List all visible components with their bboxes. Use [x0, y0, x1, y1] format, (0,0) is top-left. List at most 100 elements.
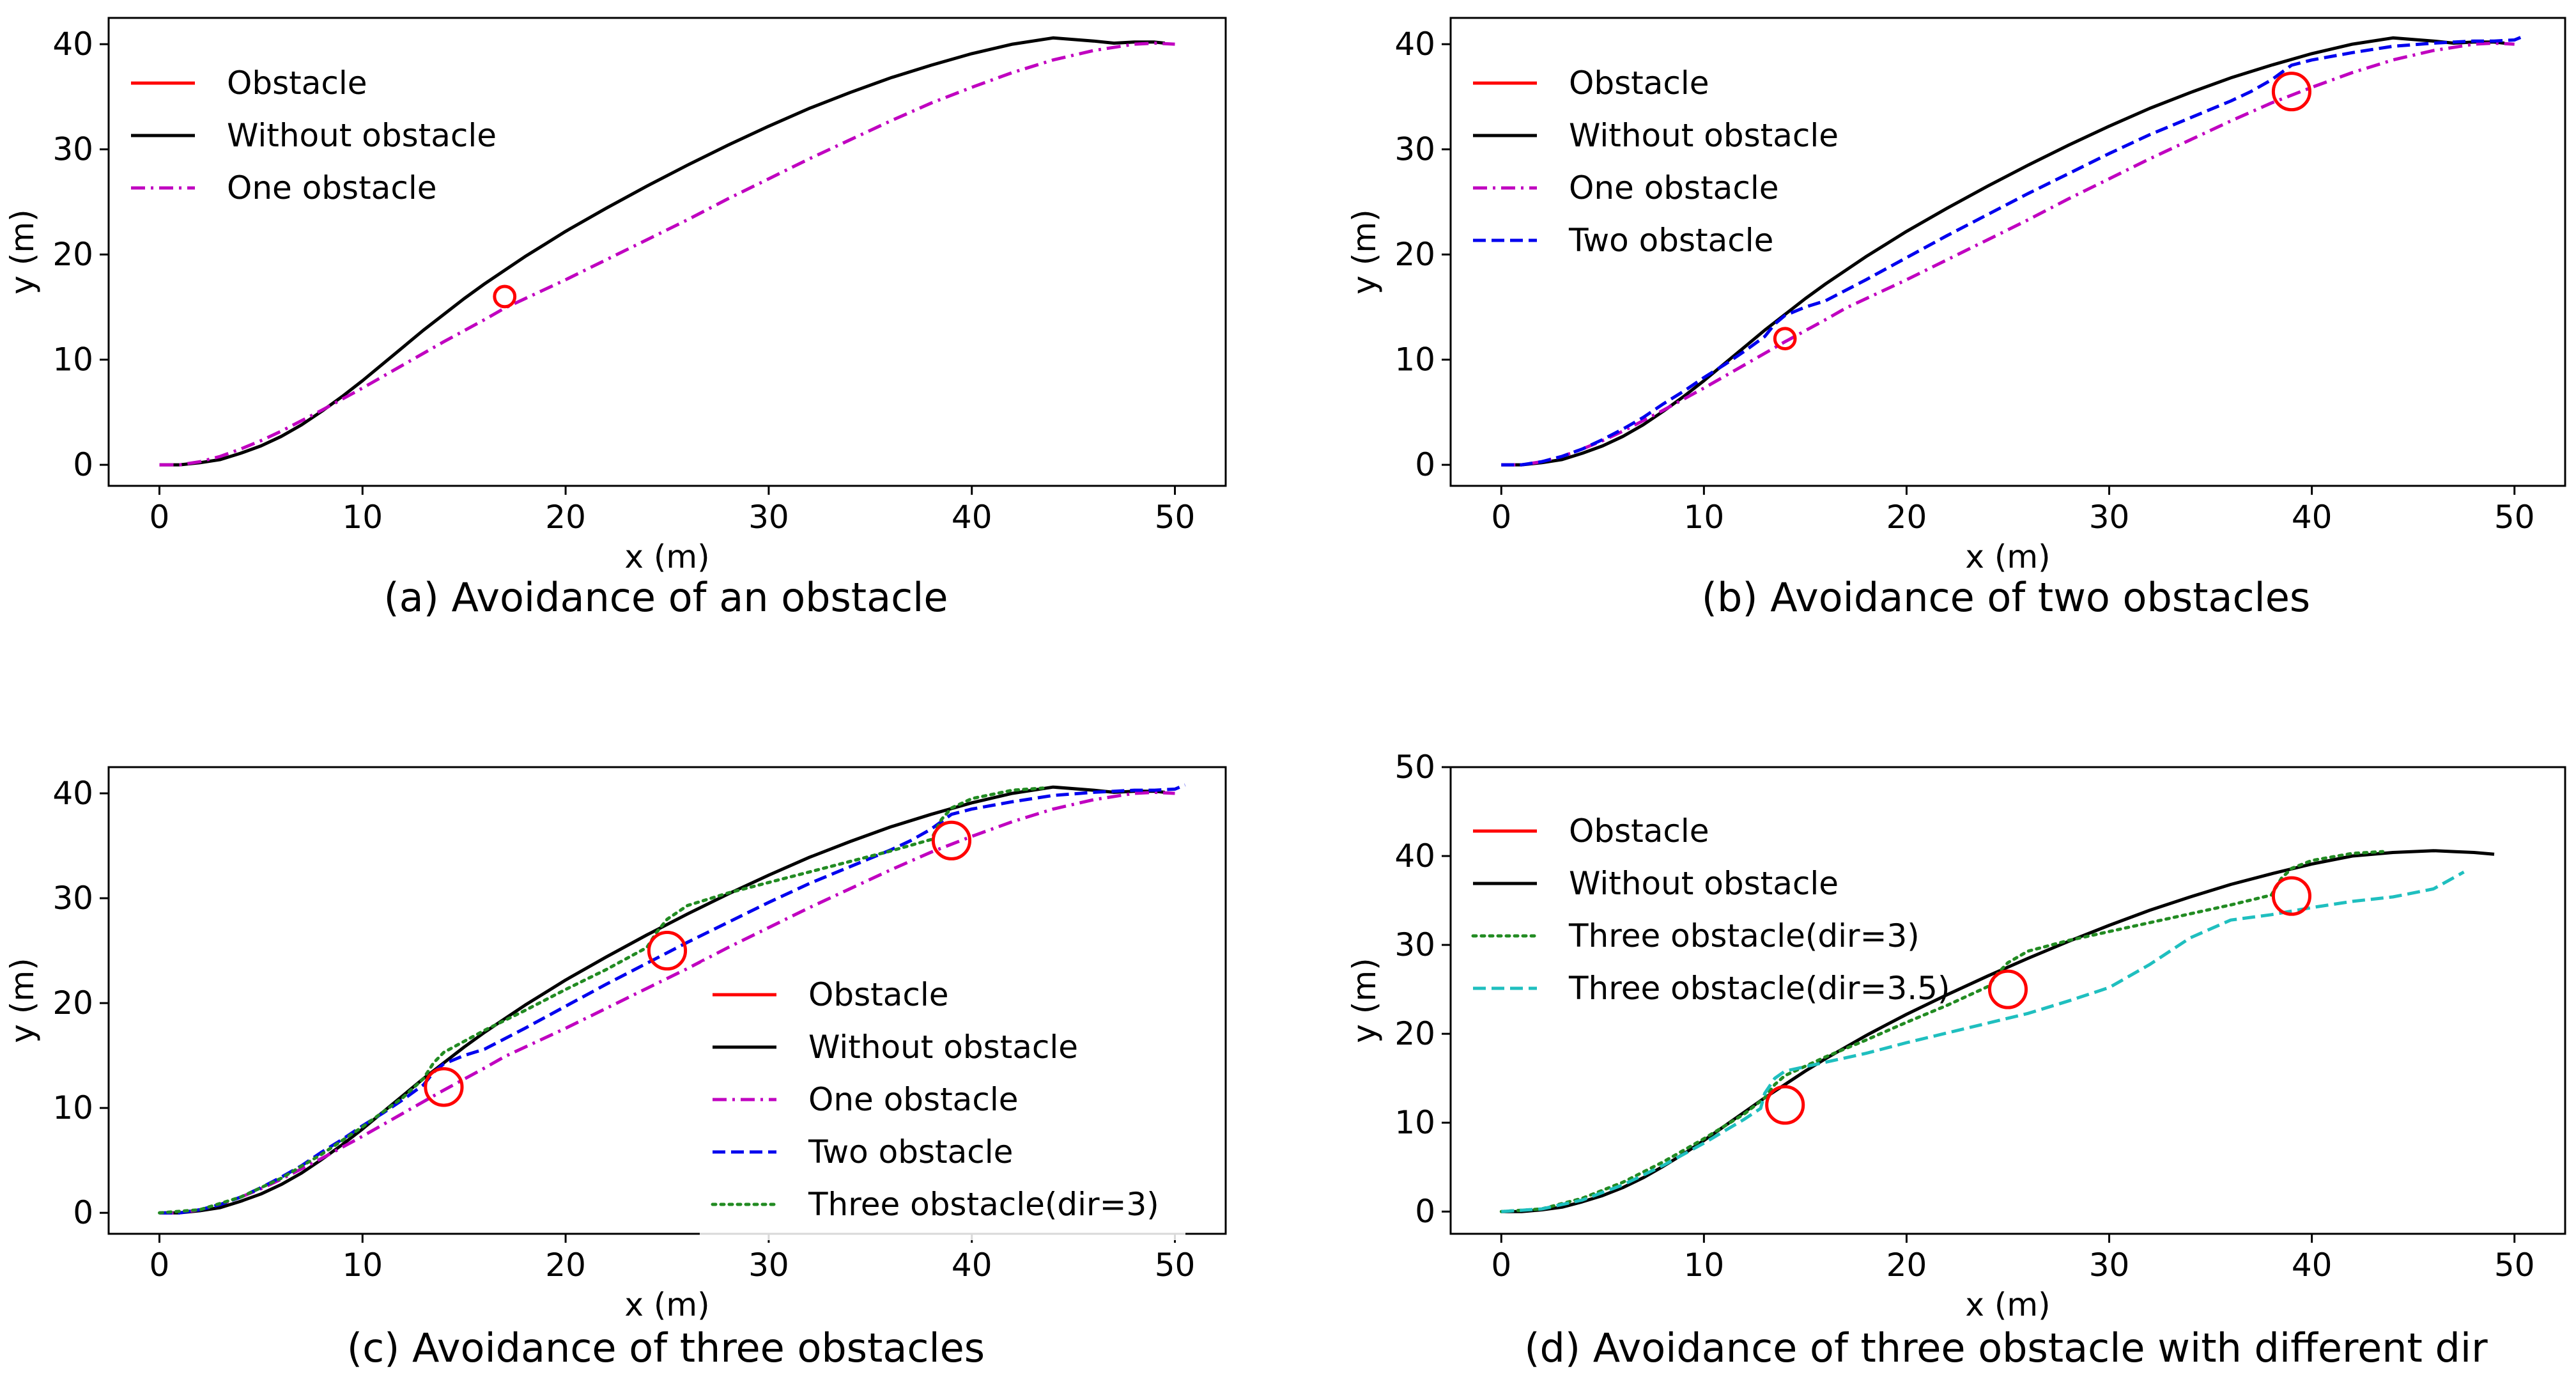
- x-tick-label: 30: [748, 1247, 789, 1284]
- y-tick-label: 0: [73, 1194, 93, 1231]
- series-line-without-obstacle: [1501, 36, 2505, 467]
- panel-c: 0 10 20 30 40 50 0 10 20 30 40 x (m) y (m) Obstacle Wi…: [4, 766, 1227, 1323]
- legend: Obstacle Without obstacle One obstacle Two …: [700, 961, 1185, 1240]
- x-tick-label: 40: [2292, 499, 2333, 536]
- legend: Obstacle Without obstacle One obstacle: [131, 65, 497, 206]
- x-tick-label: 0: [150, 499, 170, 536]
- x-axis-label: x (m): [1965, 1286, 2050, 1323]
- series-group: [1501, 34, 2526, 467]
- x-tick-label: 40: [952, 1247, 992, 1284]
- x-tick-label: 20: [545, 1247, 586, 1284]
- y-tick-label: 10: [52, 1089, 93, 1126]
- y-tick-label: 0: [73, 446, 93, 483]
- x-axis-label: x (m): [1965, 538, 2050, 575]
- obstacle-marker: [1987, 969, 2028, 1009]
- legend-label-without-obstacle: Without obstacle: [1569, 117, 1839, 154]
- legend-label-without-obstacle: Without obstacle: [227, 117, 497, 154]
- legend-label-one-obstacle: One obstacle: [808, 1081, 1018, 1118]
- x-tick-label: 50: [1155, 499, 1196, 536]
- y-tick-label: 40: [1394, 26, 1435, 63]
- x-tick-label: 10: [1684, 499, 1725, 536]
- legend-label-three-obstacle-dir-3: Three obstacle(dir=3): [808, 1186, 1159, 1223]
- series-line-without-obstacle: [159, 785, 1165, 1215]
- x-tick-label: 10: [342, 1247, 383, 1284]
- legend-label-obstacle: Obstacle: [1569, 65, 1709, 102]
- legend-label-three-obstacle-dir-3-5: Three obstacle(dir=3.5): [1568, 970, 1950, 1007]
- x-axis-label: x (m): [624, 1286, 709, 1323]
- y-tick-label: 10: [52, 341, 93, 378]
- y-tick-label: 40: [52, 26, 93, 63]
- x-tick-label: 0: [150, 1247, 170, 1284]
- y-tick-label: 30: [52, 880, 93, 917]
- y-axis-label: y (m): [4, 209, 41, 294]
- y-tick-label: 0: [1415, 1193, 1435, 1230]
- x-tick-label: 20: [545, 499, 586, 536]
- x-tick-label: 30: [748, 499, 789, 536]
- panel-b: 0 10 20 30 40 50 0 10 20 30 40 x (m) y (m) Obstacle Wi…: [1346, 17, 2566, 575]
- obstacle-marker: [2271, 72, 2311, 112]
- panel-a: 0 10 20 30 40 50 0 10 20 30 40 x (m) y (m) Obstacle Wi…: [4, 17, 1227, 575]
- x-tick-label: 30: [2089, 499, 2130, 536]
- y-tick-label: 0: [1415, 446, 1435, 483]
- legend-label-obstacle: Obstacle: [227, 65, 367, 102]
- y-tick-label: 20: [52, 236, 93, 273]
- series-line-without-obstacle: [1501, 849, 2495, 1213]
- x-tick-label: 10: [342, 499, 383, 536]
- x-tick-label: 40: [952, 499, 992, 536]
- caption-b: (b) Avoidance of two obstacles: [1702, 574, 2310, 621]
- y-tick-label: 10: [1394, 341, 1435, 378]
- legend-box: [700, 961, 1185, 1240]
- legend-label-two-obstacle: Two obstacle: [808, 1133, 1013, 1171]
- caption-c: (c) Avoidance of three obstacles: [347, 1325, 985, 1371]
- legend: Obstacle Without obstacle Three obstacle(d…: [1471, 813, 1950, 1007]
- obstacle-marker: [1765, 1085, 1805, 1125]
- x-tick-label: 0: [1491, 499, 1511, 536]
- series-line-three-obstacle-dir-3-5: [1501, 870, 2465, 1213]
- caption-d: (d) Avoidance of three obstacle with dif…: [1524, 1325, 2488, 1371]
- y-tick-label: 50: [1394, 749, 1435, 786]
- plot-frame: [107, 17, 1227, 487]
- x-tick-label: 10: [1684, 1247, 1725, 1284]
- obstacle-marker: [1773, 327, 1797, 351]
- x-tick-label: 50: [1155, 1247, 1196, 1284]
- x-tick-label: 20: [1886, 1247, 1927, 1284]
- y-tick-label: 20: [1394, 236, 1435, 273]
- legend-label-two-obstacle: Two obstacle: [1568, 222, 1773, 259]
- legend: Obstacle Without obstacle One obstacle Two …: [1473, 65, 1839, 259]
- obstacle-marker: [647, 930, 688, 971]
- x-tick-label: 20: [1886, 499, 1927, 536]
- obstacle-marker: [931, 820, 972, 860]
- plot-frame: [107, 766, 1227, 1235]
- legend-label-three-obstacle-dir-3: Three obstacle(dir=3): [1568, 917, 1920, 954]
- x-tick-label: 50: [2494, 499, 2535, 536]
- series-group: [159, 36, 1175, 467]
- y-tick-label: 30: [1394, 131, 1435, 168]
- x-axis-label: x (m): [624, 538, 709, 575]
- y-axis-label: y (m): [1346, 209, 1383, 294]
- obstacle-marker: [2271, 876, 2311, 916]
- legend-label-without-obstacle: Without obstacle: [1569, 865, 1839, 902]
- panel-d: 0 10 20 30 40 50 0 10 20 30 40 50 x (m) y (m) Obstacle…: [1346, 749, 2566, 1323]
- series-line-one-obstacle: [159, 42, 1175, 467]
- series-group: [1499, 849, 2495, 1213]
- x-tick-label: 30: [2089, 1247, 2130, 1284]
- obstacle-marker: [493, 284, 517, 309]
- legend-label-one-obstacle: One obstacle: [227, 169, 436, 206]
- series-line-without-obstacle: [159, 36, 1165, 467]
- series-line-three-obstacle-dir-3: [1499, 850, 2385, 1213]
- plot-frame: [1449, 766, 2566, 1235]
- y-tick-label: 30: [1394, 926, 1435, 963]
- series-line-two-obstacle: [1501, 34, 2526, 467]
- y-axis-label: y (m): [1346, 958, 1383, 1043]
- y-axis-label: y (m): [4, 958, 41, 1043]
- x-tick-label: 40: [2292, 1247, 2333, 1284]
- obstacle-marker: [424, 1067, 464, 1107]
- y-tick-label: 40: [52, 775, 93, 812]
- y-tick-label: 20: [1394, 1015, 1435, 1052]
- legend-label-one-obstacle: One obstacle: [1569, 169, 1778, 206]
- y-tick-label: 30: [52, 131, 93, 168]
- legend-label-obstacle: Obstacle: [1569, 813, 1709, 850]
- legend-label-obstacle: Obstacle: [808, 976, 949, 1013]
